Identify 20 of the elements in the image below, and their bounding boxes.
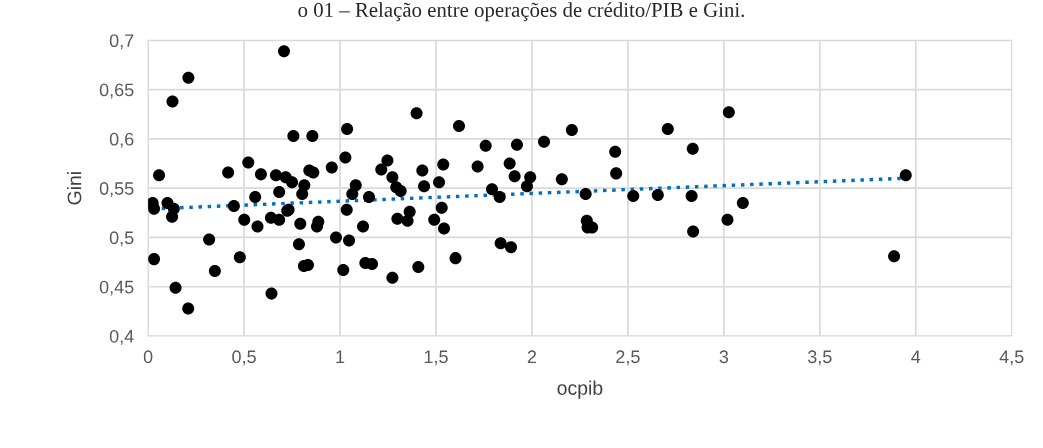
x-tick-label: 1,5: [424, 350, 448, 366]
x-tick-label: 4: [911, 350, 921, 363]
x-tick-label: 3,5: [807, 350, 832, 366]
y-tick-label: 0,5: [109, 231, 134, 247]
x-tick-label: 3: [719, 350, 729, 364]
x-axis-title: ocpib: [557, 380, 603, 399]
x-tick-label: 1: [336, 350, 345, 363]
y-tick-label: 0,4: [109, 329, 134, 345]
y-axis-title: Gini: [67, 172, 82, 205]
x-tick-label: 0: [143, 350, 153, 364]
y-tick-label: 0,65: [99, 83, 134, 99]
x-tick-label: 2,5: [616, 350, 640, 366]
x-tick-label: 0,5: [232, 350, 256, 366]
x-tick-label: 2: [527, 350, 537, 363]
y-tick-label: 0,55: [99, 182, 134, 198]
chart-title: o 01 – Relação entre operações de crédito/PIB e Gini.: [298, 2, 744, 22]
y-tick-label: 0,45: [99, 280, 134, 296]
x-tick-label: 4,5: [999, 350, 1024, 366]
y-tick-label: 0,6: [109, 132, 134, 148]
y-tick-label: 0,7: [109, 34, 134, 50]
